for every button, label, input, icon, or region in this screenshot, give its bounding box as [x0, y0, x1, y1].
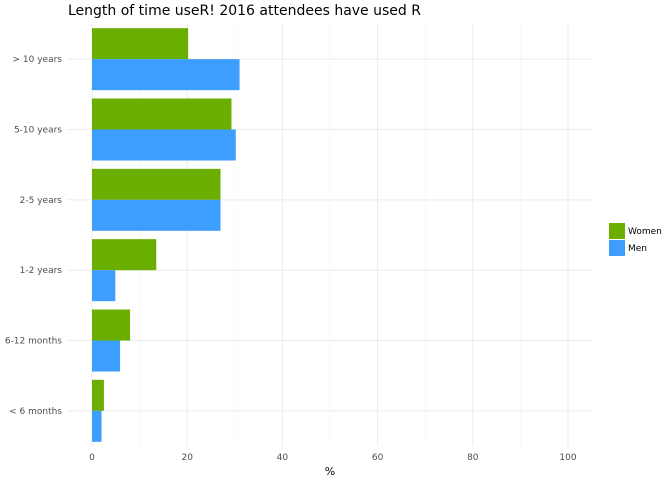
y-tick-label: < 6 months [9, 407, 62, 417]
bar-women-1 [92, 98, 232, 130]
bar-women-2 [92, 168, 221, 200]
x-tick-label: 40 [277, 453, 289, 463]
bar-men-1 [92, 129, 236, 161]
bar-women-0 [92, 28, 189, 60]
bar-men-3 [92, 270, 116, 302]
bar-men-0 [92, 59, 240, 91]
y-tick-label: 6-12 months [5, 337, 62, 347]
legend-label-men: Men [628, 244, 647, 254]
bars [92, 28, 240, 442]
y-tick-label: 1-2 years [20, 266, 63, 276]
y-tick-label: > 10 years [13, 55, 63, 65]
bar-women-4 [92, 309, 131, 341]
bar-men-5 [92, 410, 102, 442]
y-tick-label: 5-10 years [14, 126, 62, 136]
chart-title: Length of time useR! 2016 attendees have… [68, 3, 421, 19]
bar-men-4 [92, 340, 121, 372]
x-tick-label: 0 [89, 453, 95, 463]
legend-swatch-women [609, 223, 625, 239]
legend-label-women: Women [628, 227, 662, 237]
x-tick-label: 20 [181, 453, 193, 463]
y-axis-tick-labels: > 10 years 5-10 years 2-5 years 1-2 years 6-… [5, 55, 62, 417]
x-axis-tick-labels: 0 20 40 60 80 100 [89, 453, 577, 463]
x-axis-title: % [325, 465, 335, 478]
bar-women-3 [92, 239, 157, 271]
x-tick-label: 60 [372, 453, 384, 463]
bar-men-2 [92, 199, 221, 231]
legend: Women Men [609, 223, 662, 256]
legend-swatch-men [609, 240, 625, 256]
bar-women-5 [92, 379, 104, 411]
y-tick-label: 2-5 years [20, 196, 63, 206]
x-tick-label: 80 [467, 453, 479, 463]
x-tick-label: 100 [559, 453, 576, 463]
